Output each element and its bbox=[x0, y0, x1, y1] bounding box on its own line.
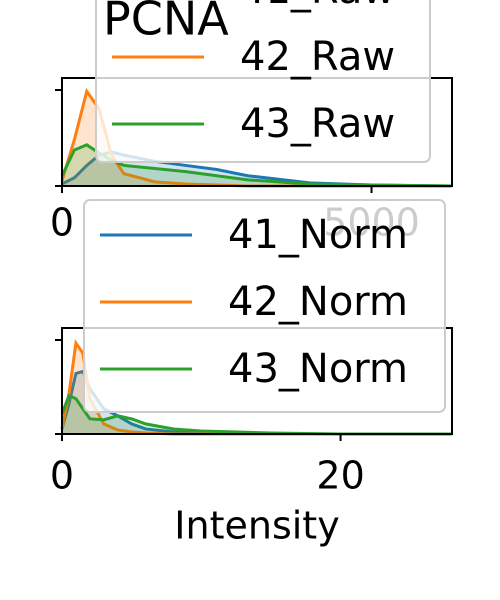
density-area bbox=[62, 91, 452, 186]
density-area bbox=[62, 152, 452, 186]
legend-box bbox=[95, 0, 431, 163]
density-area bbox=[62, 343, 452, 434]
x-tick-label: 0 bbox=[50, 201, 74, 245]
legend-label: 41_Raw bbox=[240, 0, 395, 13]
legend-label: 42_Raw bbox=[240, 34, 395, 80]
x-tick-label: 20 bbox=[316, 454, 364, 498]
legend-label: 42_Norm bbox=[228, 279, 408, 325]
x-tick-label: 0 bbox=[50, 454, 74, 498]
legend-label: 43_Raw bbox=[240, 101, 395, 147]
density-area bbox=[62, 395, 452, 434]
legend-label: 41_Norm bbox=[228, 212, 408, 258]
density-area bbox=[62, 144, 452, 186]
density-line bbox=[60, 143, 453, 188]
chart-title: PCNA bbox=[103, 0, 229, 46]
density-line bbox=[60, 393, 452, 436]
x-axis-label: Intensity bbox=[174, 504, 339, 548]
legend-box bbox=[83, 199, 446, 413]
legend-label: 43_Norm bbox=[228, 346, 408, 392]
density-area bbox=[62, 371, 452, 434]
